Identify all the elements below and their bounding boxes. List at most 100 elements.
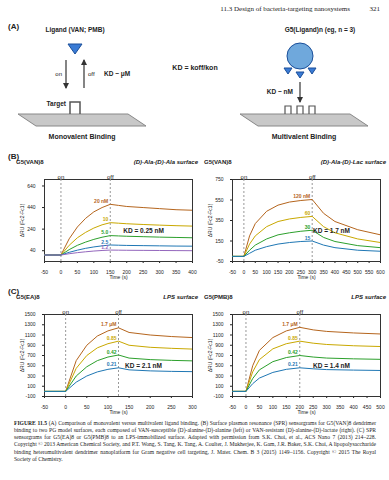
svg-text:200: 200 xyxy=(146,404,155,410)
svg-text:1100: 1100 xyxy=(25,332,36,338)
svg-text:900: 900 xyxy=(215,342,224,348)
svg-text:G5(Ligand)n (eg, n = 3): G5(Ligand)n (eg, n = 3) xyxy=(285,26,356,34)
svg-text:0.42: 0.42 xyxy=(107,349,117,355)
svg-text:-50: -50 xyxy=(229,404,236,410)
svg-text:0.21: 0.21 xyxy=(288,361,298,367)
svg-text:1.7 μM: 1.7 μM xyxy=(282,321,298,327)
svg-text:off: off xyxy=(107,174,114,180)
svg-text:-50: -50 xyxy=(41,404,48,410)
svg-text:1.7 μM: 1.7 μM xyxy=(101,321,117,327)
svg-text:Time (s): Time (s) xyxy=(109,274,127,280)
svg-text:on: on xyxy=(55,71,62,77)
svg-text:Time (s): Time (s) xyxy=(297,274,315,280)
svg-text:250: 250 xyxy=(167,404,176,410)
svg-text:120 nM: 120 nM xyxy=(293,193,310,199)
svg-text:on: on xyxy=(243,309,250,315)
svg-text:off: off xyxy=(309,174,316,180)
svg-text:Time (s): Time (s) xyxy=(109,409,127,415)
svg-text:10: 10 xyxy=(103,216,109,222)
svg-text:KD = 1.4 nM: KD = 1.4 nM xyxy=(313,362,350,369)
svg-text:550: 550 xyxy=(365,269,374,275)
svg-text:640: 640 xyxy=(27,183,36,189)
svg-text:500: 500 xyxy=(215,362,224,368)
svg-text:200: 200 xyxy=(285,269,294,275)
svg-text:15: 15 xyxy=(305,235,311,241)
svg-text:350: 350 xyxy=(336,404,345,410)
svg-text:600: 600 xyxy=(376,269,385,275)
svg-text:300: 300 xyxy=(215,373,224,379)
svg-text:350: 350 xyxy=(215,217,224,223)
svg-text:60: 60 xyxy=(305,210,311,216)
svg-text:500: 500 xyxy=(376,404,385,410)
svg-text:150: 150 xyxy=(274,269,283,275)
svg-text:Ligand (VAN; PMB): Ligand (VAN; PMB) xyxy=(45,26,104,34)
svg-text:off: off xyxy=(115,309,122,315)
svg-text:ΔRU (Fc2-Fc1): ΔRU (Fc2-Fc1) xyxy=(207,338,213,372)
svg-text:Time (s): Time (s) xyxy=(297,409,315,415)
svg-text:50: 50 xyxy=(252,269,258,275)
svg-text:off: off xyxy=(296,309,303,315)
svg-text:300: 300 xyxy=(155,269,164,275)
svg-text:400: 400 xyxy=(349,404,358,410)
svg-text:30: 30 xyxy=(305,224,311,230)
svg-text:500: 500 xyxy=(354,269,363,275)
svg-text:Monovalent Binding: Monovalent Binding xyxy=(49,133,116,141)
svg-text:1100: 1100 xyxy=(213,332,224,338)
svg-text:-100: -100 xyxy=(213,393,223,399)
svg-text:0: 0 xyxy=(60,269,63,275)
svg-text:KD = 1.7 nM: KD = 1.7 nM xyxy=(313,227,350,234)
svg-text:700: 700 xyxy=(215,352,224,358)
svg-text:750: 750 xyxy=(215,176,224,182)
svg-text:900: 900 xyxy=(27,342,36,348)
svg-text:700: 700 xyxy=(27,352,36,358)
svg-text:0.21: 0.21 xyxy=(107,361,117,367)
svg-text:40: 40 xyxy=(30,247,36,253)
svg-text:100: 100 xyxy=(269,404,278,410)
svg-text:0.42: 0.42 xyxy=(288,349,298,355)
svg-text:550: 550 xyxy=(215,197,224,203)
svg-text:0: 0 xyxy=(64,404,67,410)
svg-text:20 nM: 20 nM xyxy=(94,198,108,204)
svg-text:Target: Target xyxy=(47,100,67,108)
svg-text:ΔRU (Fc2-Fc1): ΔRU (Fc2-Fc1) xyxy=(19,338,25,372)
svg-text:400: 400 xyxy=(331,269,340,275)
svg-text:440: 440 xyxy=(27,204,36,210)
svg-text:450: 450 xyxy=(363,404,372,410)
svg-text:-50: -50 xyxy=(41,269,48,275)
svg-text:ΔRU (Fc2-Fc1): ΔRU (Fc2-Fc1) xyxy=(207,203,213,237)
svg-text:-50: -50 xyxy=(216,258,223,264)
svg-text:300: 300 xyxy=(27,373,36,379)
svg-text:on: on xyxy=(62,309,69,315)
svg-text:50: 50 xyxy=(84,404,90,410)
svg-text:on: on xyxy=(58,174,65,180)
svg-text:50: 50 xyxy=(75,269,81,275)
svg-text:450: 450 xyxy=(342,269,351,275)
svg-text:off: off xyxy=(88,71,95,77)
svg-text:KD ~ nM: KD ~ nM xyxy=(267,88,293,95)
svg-text:KD ~ μM: KD ~ μM xyxy=(104,70,130,78)
svg-text:350: 350 xyxy=(172,269,181,275)
svg-text:on: on xyxy=(241,174,248,180)
svg-text:KD = 0.25 nM: KD = 0.25 nM xyxy=(123,227,164,234)
svg-text:500: 500 xyxy=(27,362,36,368)
svg-text:KD = koff/kon: KD = koff/kon xyxy=(172,64,217,71)
svg-text:1300: 1300 xyxy=(24,321,35,327)
svg-text:250: 250 xyxy=(139,269,148,275)
svg-text:-50: -50 xyxy=(229,269,236,275)
svg-text:0.85: 0.85 xyxy=(107,335,117,341)
svg-text:50: 50 xyxy=(257,404,263,410)
svg-text:1500: 1500 xyxy=(24,311,35,317)
svg-text:100: 100 xyxy=(27,383,36,389)
svg-text:300: 300 xyxy=(188,404,197,410)
svg-text:0.85: 0.85 xyxy=(288,335,298,341)
svg-text:150: 150 xyxy=(215,238,224,244)
svg-text:0: 0 xyxy=(245,404,248,410)
svg-text:1500: 1500 xyxy=(212,311,223,317)
svg-text:350: 350 xyxy=(319,269,328,275)
svg-text:240: 240 xyxy=(27,226,36,232)
svg-text:150: 150 xyxy=(282,404,291,410)
svg-text:0: 0 xyxy=(242,269,245,275)
svg-text:100: 100 xyxy=(262,269,271,275)
svg-text:100: 100 xyxy=(215,383,224,389)
svg-text:5.0: 5.0 xyxy=(101,229,108,235)
